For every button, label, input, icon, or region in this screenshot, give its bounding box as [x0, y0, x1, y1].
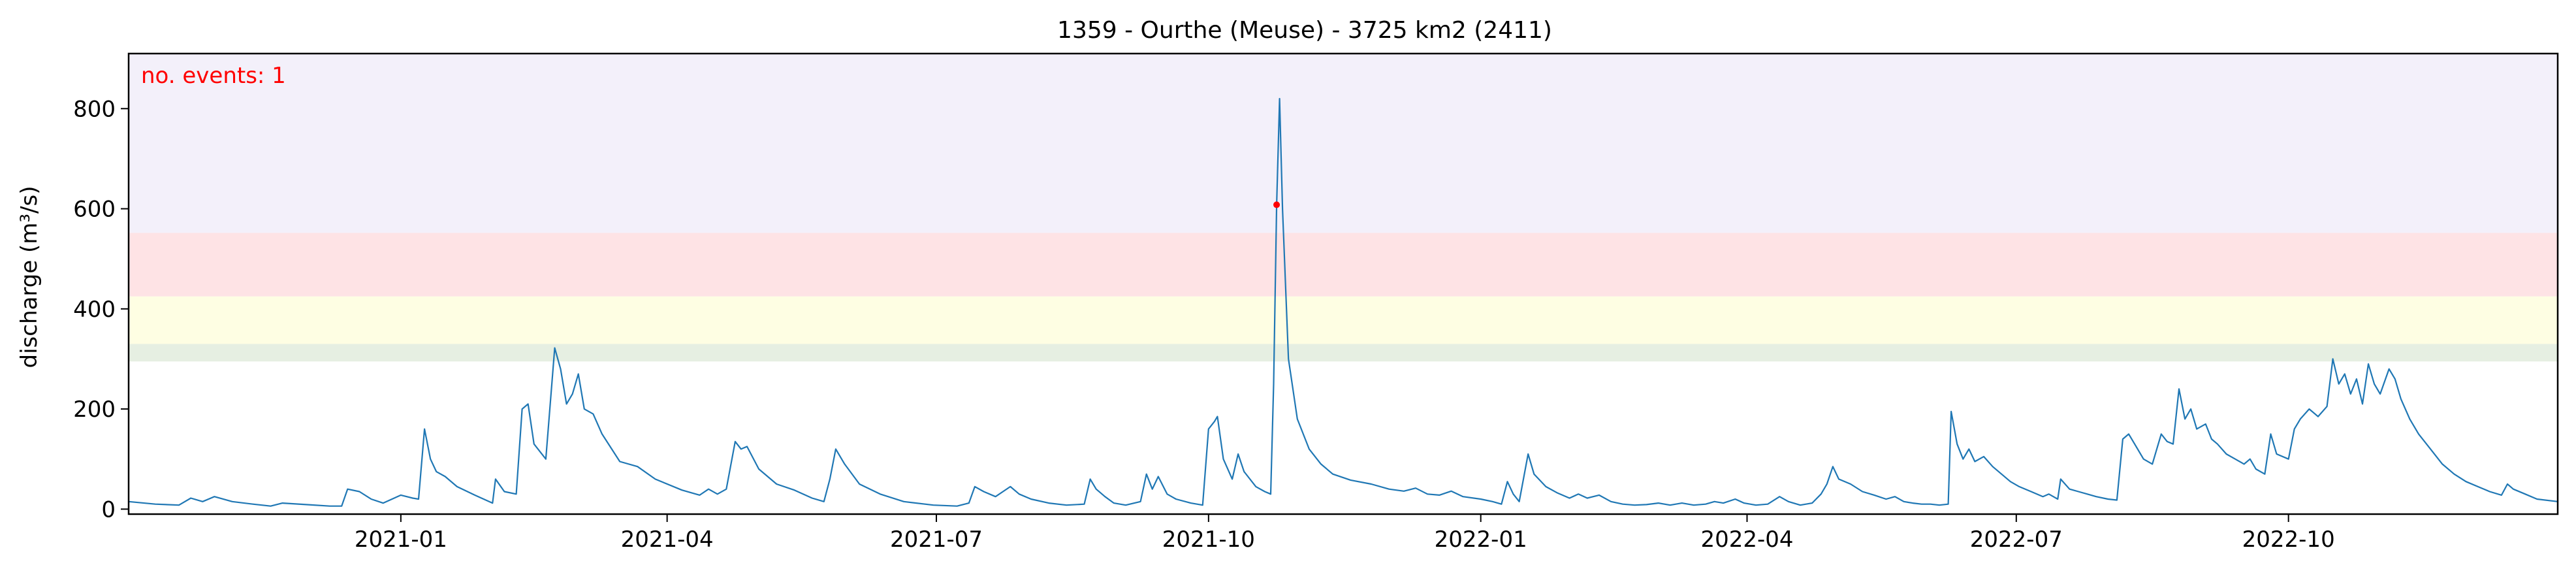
- x-tick-label: 2022-07: [1970, 527, 2063, 553]
- discharge-series-line: [128, 97, 2558, 507]
- event-marker: [1273, 201, 1280, 208]
- threshold-band-2: [129, 296, 2558, 344]
- events-count-annotation: no. events: 1: [141, 63, 286, 89]
- x-tick-label: 2022-04: [1700, 527, 1793, 553]
- y-axis-label: discharge (m³/s): [16, 186, 42, 368]
- y-tick-label: 0: [101, 496, 116, 523]
- plot-frame: [127, 52, 2559, 515]
- x-tick-label: 2022-10: [2242, 527, 2335, 553]
- y-tick-label: 200: [73, 397, 116, 423]
- x-tick-label: 2021-07: [890, 527, 983, 553]
- threshold-band-3: [129, 233, 2558, 297]
- axes-layer: 0 200 400 600 800 2021-01 2021-04 2021-07 2021-1…: [73, 52, 2559, 553]
- threshold-band-4: [129, 54, 2558, 233]
- events-layer: [1273, 201, 1280, 208]
- threshold-bands: [129, 54, 2558, 362]
- series-layer: [128, 97, 2558, 507]
- x-tick-label: 2021-10: [1162, 527, 1255, 553]
- y-tick-label: 600: [73, 197, 116, 223]
- x-tick-label: 2021-01: [355, 527, 447, 553]
- x-tick-label: 2021-04: [621, 527, 714, 553]
- y-tick-label: 400: [73, 297, 116, 323]
- x-tick-label: 2022-01: [1435, 527, 1527, 553]
- threshold-band-1: [129, 344, 2558, 362]
- y-tick-label: 800: [73, 96, 116, 122]
- chart-title: 1359 - Ourthe (Meuse) - 3725 km2 (2411): [1057, 17, 1552, 44]
